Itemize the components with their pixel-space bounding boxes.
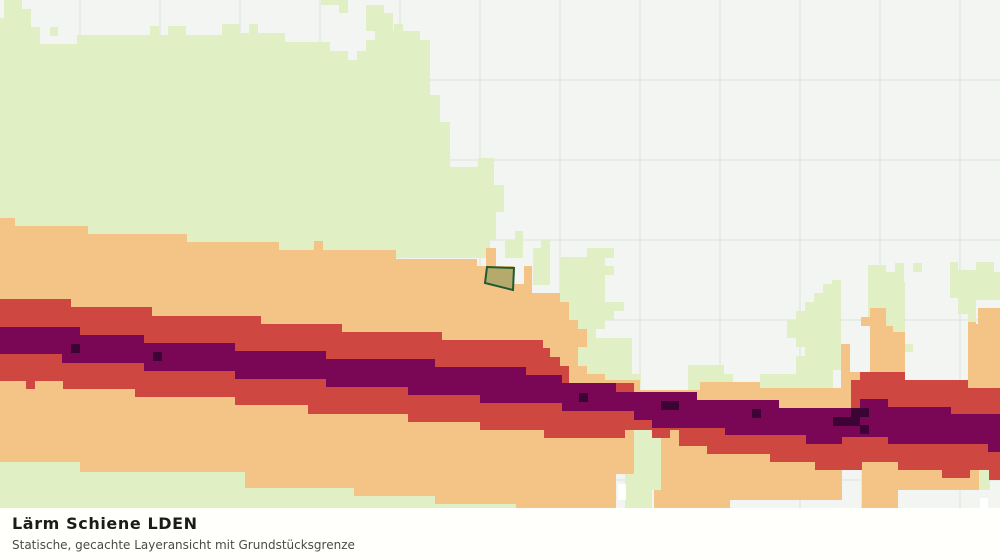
map-title: Lärm Schiene LDEN	[12, 514, 198, 533]
map-subtitle: Statische, gecachte Layeransicht mit Gru…	[12, 538, 355, 552]
noise-zone-light-green	[0, 0, 504, 258]
map-caption: Lärm Schiene LDEN Statische, gecachte La…	[0, 508, 1000, 560]
noise-zone-light-green-east	[688, 262, 1000, 392]
map-white-gaps	[618, 484, 988, 508]
parcel-boundary[interactable]	[483, 265, 516, 292]
noise-zone-dark-cells	[71, 344, 869, 434]
noise-zone-light-green-south	[0, 430, 990, 508]
noise-zone-light-green-middle	[505, 231, 641, 383]
noise-zone-purple	[0, 327, 1000, 452]
